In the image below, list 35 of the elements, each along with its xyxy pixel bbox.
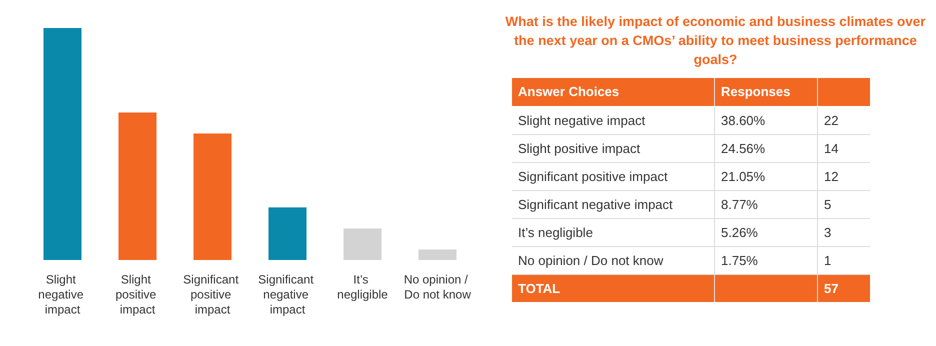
x-tick-label: It’s negligible [337,272,388,302]
x-tick-label: Slight positive impact [115,272,160,316]
text: 57 [818,274,870,302]
text: Significant positive impact [512,162,714,190]
text: Responses [714,78,818,106]
text: 12 [818,162,870,190]
text: Answer Choices [512,78,714,106]
text: 3 [818,218,870,246]
text: 5.26% [714,218,818,246]
text: No opinion / Do not know [512,246,714,274]
text: Slight positive impact [512,134,714,162]
text: 14 [818,134,870,162]
text: TOTAL [512,274,714,302]
x-tick-label: Significant positive impact [183,272,242,316]
x-tick-label: Significant negative impact [258,272,317,316]
text: 5 [818,190,870,218]
bar [268,207,306,260]
x-tick-label: Slight negative impact [38,272,87,316]
bar [418,250,456,260]
text: 8.77% [714,190,818,218]
text: What is the likely impact of economic and business climates over the next year on a CMOs’ ability to meet business performance goals? [504,13,927,69]
bar [44,28,82,260]
bar [344,228,382,260]
text: 22 [818,106,870,134]
bar [194,134,232,260]
text: 21.05% [714,162,818,190]
text: 38.60% [714,106,818,134]
text: Slight negative impact [512,106,714,134]
x-tick-label: No opinion / Do not know [404,272,472,302]
text: Significant negative impact [512,190,714,218]
bar [118,112,156,260]
text: 1.75% [714,246,818,274]
text: 1 [818,246,870,274]
text: 24.56% [714,134,818,162]
text: It’s negligible [512,218,714,246]
